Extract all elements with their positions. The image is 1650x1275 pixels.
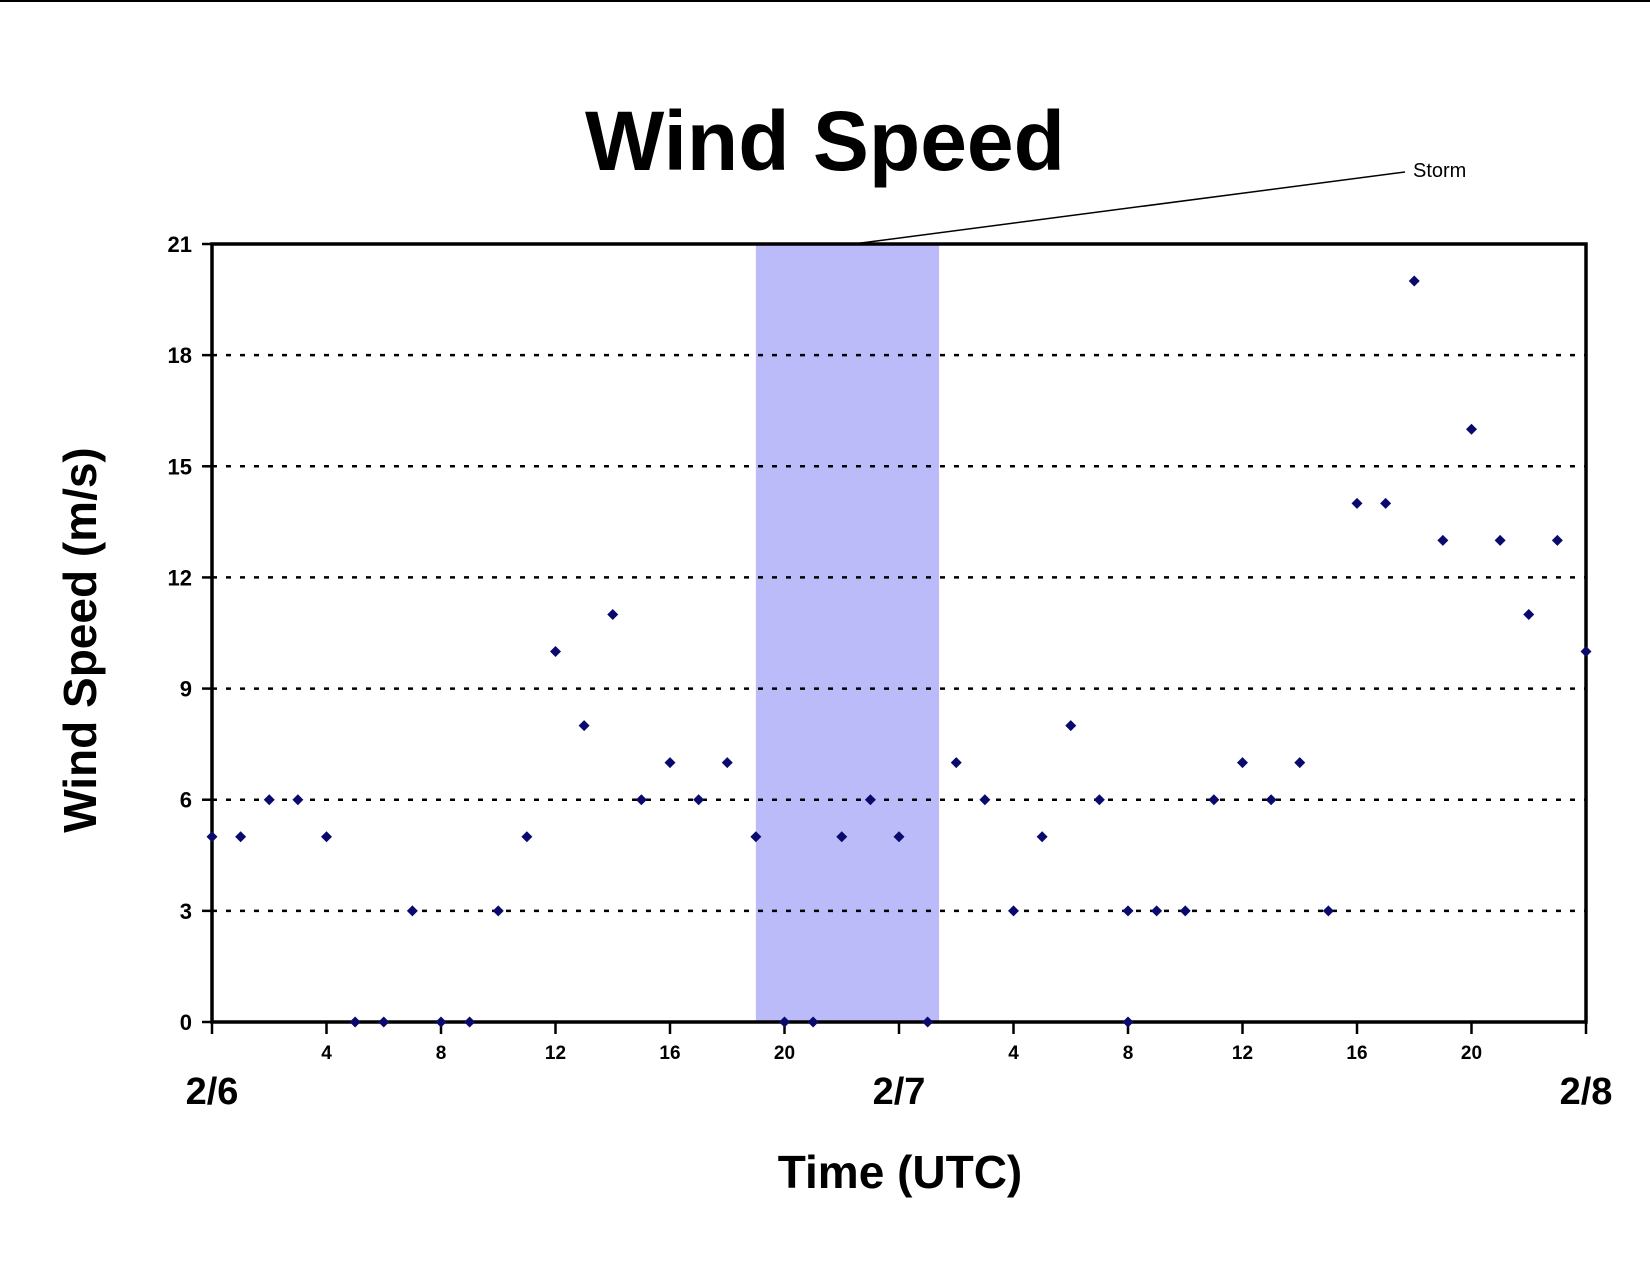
data-point bbox=[1093, 794, 1105, 806]
data-point bbox=[1580, 646, 1592, 658]
data-point bbox=[1408, 275, 1420, 287]
date-label: 2/6 bbox=[186, 1071, 239, 1113]
date-label: 2/7 bbox=[873, 1071, 926, 1113]
data-points bbox=[206, 275, 1592, 1028]
data-point bbox=[1237, 757, 1248, 769]
data-point bbox=[1523, 608, 1535, 620]
date-label: 2/8 bbox=[1560, 1071, 1613, 1113]
data-point bbox=[864, 794, 876, 806]
data-point bbox=[578, 720, 590, 732]
data-point bbox=[1380, 497, 1392, 509]
data-point bbox=[1265, 794, 1277, 806]
y-axis-title: Wind Speed (m/s) bbox=[54, 447, 106, 833]
axis-ticks: 0 3 6 9 12 15 18 21 4 8 12 16 20 4 8 12 16 20 2/6 2/7 2/8 bbox=[168, 232, 1613, 1113]
data-point bbox=[492, 905, 504, 917]
x-tick-label: 16 bbox=[1346, 1043, 1367, 1064]
data-point bbox=[1008, 905, 1019, 917]
data-point bbox=[1151, 905, 1163, 917]
x-tick-label: 8 bbox=[1123, 1043, 1134, 1064]
data-point bbox=[263, 794, 275, 806]
data-point bbox=[979, 794, 991, 806]
y-tick-label: 18 bbox=[168, 343, 192, 368]
y-tick-label: 21 bbox=[168, 232, 192, 257]
x-tick-label: 20 bbox=[774, 1043, 795, 1064]
storm-annotation: Storm bbox=[1413, 160, 1466, 182]
data-point bbox=[836, 831, 848, 843]
x-tick-label: 20 bbox=[1461, 1043, 1482, 1064]
x-tick-label: 4 bbox=[1008, 1043, 1019, 1064]
y-tick-label: 12 bbox=[168, 565, 192, 590]
data-point bbox=[893, 831, 905, 843]
data-point bbox=[1351, 497, 1363, 509]
data-point bbox=[1466, 423, 1477, 435]
data-point bbox=[750, 831, 762, 843]
storm-shaded-region bbox=[755, 244, 940, 1022]
data-point bbox=[1122, 1016, 1134, 1028]
y-tick-label: 15 bbox=[168, 454, 192, 479]
data-point bbox=[1437, 534, 1449, 546]
data-point bbox=[607, 608, 619, 620]
data-point bbox=[1179, 905, 1191, 917]
top-border-line bbox=[0, 0, 1650, 2]
y-tick-label: 3 bbox=[180, 899, 192, 924]
x-tick-label: 16 bbox=[659, 1043, 680, 1064]
data-point bbox=[292, 794, 304, 806]
data-point bbox=[635, 794, 647, 806]
data-point bbox=[1551, 534, 1563, 546]
y-tick-label: 9 bbox=[180, 677, 192, 702]
chart-title: Wind Speed bbox=[585, 94, 1065, 188]
data-point bbox=[721, 757, 733, 769]
data-point bbox=[406, 905, 418, 917]
data-point bbox=[1322, 905, 1334, 917]
data-point bbox=[1065, 720, 1077, 732]
y-tick-label: 6 bbox=[180, 788, 192, 813]
data-point bbox=[693, 794, 705, 806]
data-point bbox=[1294, 757, 1306, 769]
data-point bbox=[1208, 794, 1220, 806]
data-point bbox=[550, 646, 561, 658]
data-point bbox=[950, 757, 962, 769]
data-point bbox=[521, 831, 533, 843]
data-point bbox=[464, 1016, 476, 1028]
y-tick-label: 0 bbox=[180, 1010, 192, 1035]
data-point bbox=[1122, 905, 1134, 917]
data-point bbox=[664, 757, 676, 769]
data-point bbox=[206, 831, 218, 843]
x-tick-label: 12 bbox=[545, 1043, 566, 1064]
x-axis-title: Time (UTC) bbox=[778, 1146, 1023, 1198]
data-point bbox=[1036, 831, 1048, 843]
data-point bbox=[922, 1016, 934, 1028]
gridlines bbox=[212, 353, 1586, 913]
x-tick-label: 12 bbox=[1232, 1043, 1253, 1064]
data-point bbox=[779, 1016, 790, 1028]
data-point bbox=[349, 1016, 361, 1028]
data-point bbox=[235, 831, 247, 843]
storm-annotation-line bbox=[853, 171, 1406, 245]
data-point bbox=[1494, 534, 1506, 546]
data-point bbox=[321, 831, 332, 843]
x-tick-label: 4 bbox=[321, 1043, 332, 1064]
x-tick-label: 8 bbox=[436, 1043, 447, 1064]
data-point bbox=[378, 1016, 390, 1028]
data-point bbox=[435, 1016, 447, 1028]
data-point bbox=[807, 1016, 819, 1028]
